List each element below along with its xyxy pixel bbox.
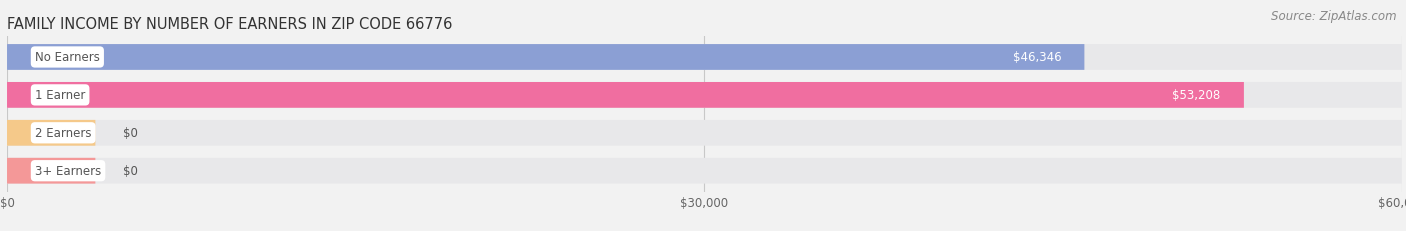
Text: 3+ Earners: 3+ Earners [35, 164, 101, 177]
FancyBboxPatch shape [7, 158, 96, 184]
FancyBboxPatch shape [7, 158, 1402, 184]
FancyBboxPatch shape [7, 45, 1402, 70]
FancyBboxPatch shape [7, 120, 96, 146]
Text: 1 Earner: 1 Earner [35, 89, 86, 102]
FancyBboxPatch shape [7, 83, 1402, 108]
FancyBboxPatch shape [7, 83, 1244, 108]
Text: $0: $0 [124, 127, 138, 140]
Text: $53,208: $53,208 [1173, 89, 1220, 102]
Text: No Earners: No Earners [35, 51, 100, 64]
Text: $46,346: $46,346 [1012, 51, 1062, 64]
FancyBboxPatch shape [7, 120, 1402, 146]
Text: Source: ZipAtlas.com: Source: ZipAtlas.com [1271, 10, 1396, 23]
FancyBboxPatch shape [7, 45, 1084, 70]
Text: FAMILY INCOME BY NUMBER OF EARNERS IN ZIP CODE 66776: FAMILY INCOME BY NUMBER OF EARNERS IN ZI… [7, 17, 453, 32]
Text: $0: $0 [124, 164, 138, 177]
Text: 2 Earners: 2 Earners [35, 127, 91, 140]
